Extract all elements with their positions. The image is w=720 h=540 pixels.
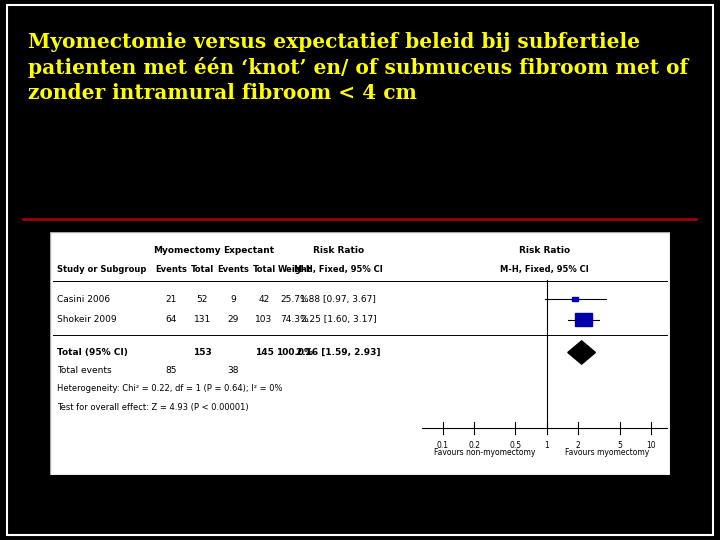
Text: M-H, Fixed, 95% CI: M-H, Fixed, 95% CI: [294, 265, 383, 274]
Text: Casini 2006: Casini 2006: [57, 294, 109, 303]
Text: 64: 64: [166, 315, 177, 324]
Text: 25.7%: 25.7%: [281, 294, 310, 303]
Text: Shokeir 2009: Shokeir 2009: [57, 315, 116, 324]
Text: 153: 153: [193, 348, 212, 357]
Text: Expectant: Expectant: [223, 246, 274, 255]
Text: 85: 85: [166, 366, 177, 375]
Text: 74.3%: 74.3%: [281, 315, 310, 324]
Bar: [572, 296, 578, 301]
Text: Events: Events: [156, 265, 187, 274]
Text: 29: 29: [228, 315, 239, 324]
Text: 42: 42: [258, 294, 270, 303]
Text: Total: Total: [191, 265, 214, 274]
Text: 1: 1: [544, 441, 549, 450]
Text: 0.1: 0.1: [437, 441, 449, 450]
Text: Total: Total: [253, 265, 276, 274]
Text: 0.5: 0.5: [510, 441, 521, 450]
Text: Events: Events: [217, 265, 249, 274]
Text: 2.16 [1.59, 2.93]: 2.16 [1.59, 2.93]: [296, 348, 381, 357]
Text: Total events: Total events: [57, 366, 111, 375]
Text: 2: 2: [576, 441, 580, 450]
Text: 0.2: 0.2: [468, 441, 480, 450]
Bar: [575, 313, 592, 326]
Text: 131: 131: [194, 315, 211, 324]
Text: 10: 10: [646, 441, 656, 450]
Text: Test for overall effect: Z = 4.93 (P < 0.00001): Test for overall effect: Z = 4.93 (P < 0…: [57, 403, 248, 411]
Text: Myomectomy: Myomectomy: [153, 246, 220, 255]
Text: 100.0%: 100.0%: [276, 348, 313, 357]
Text: 21: 21: [166, 294, 177, 303]
Text: 2.25 [1.60, 3.17]: 2.25 [1.60, 3.17]: [300, 315, 376, 324]
Text: Heterogeneity: Chi² = 0.22, df = 1 (P = 0.64); I² = 0%: Heterogeneity: Chi² = 0.22, df = 1 (P = …: [57, 384, 282, 394]
Text: Weight: Weight: [278, 265, 312, 274]
Text: Favours non-myomectomy: Favours non-myomectomy: [433, 448, 535, 457]
Text: Risk Ratio: Risk Ratio: [312, 246, 364, 255]
Text: 9: 9: [230, 294, 236, 303]
Text: Favours myomectomy: Favours myomectomy: [564, 448, 649, 457]
Text: Study or Subgroup: Study or Subgroup: [57, 265, 146, 274]
Text: 1.88 [0.97, 3.67]: 1.88 [0.97, 3.67]: [300, 294, 377, 303]
Text: M-H, Fixed, 95% CI: M-H, Fixed, 95% CI: [500, 265, 588, 274]
Text: 145: 145: [255, 348, 274, 357]
Text: Myomectomie versus expectatief beleid bij subfertiele
patienten met één ‘knot’ e: Myomectomie versus expectatief beleid bi…: [28, 32, 688, 103]
Polygon shape: [568, 341, 595, 364]
Text: Total (95% CI): Total (95% CI): [57, 348, 127, 357]
Text: 5: 5: [617, 441, 622, 450]
Text: 38: 38: [228, 366, 239, 375]
Text: 103: 103: [256, 315, 273, 324]
Text: Risk Ratio: Risk Ratio: [518, 246, 570, 255]
Text: 52: 52: [197, 294, 208, 303]
